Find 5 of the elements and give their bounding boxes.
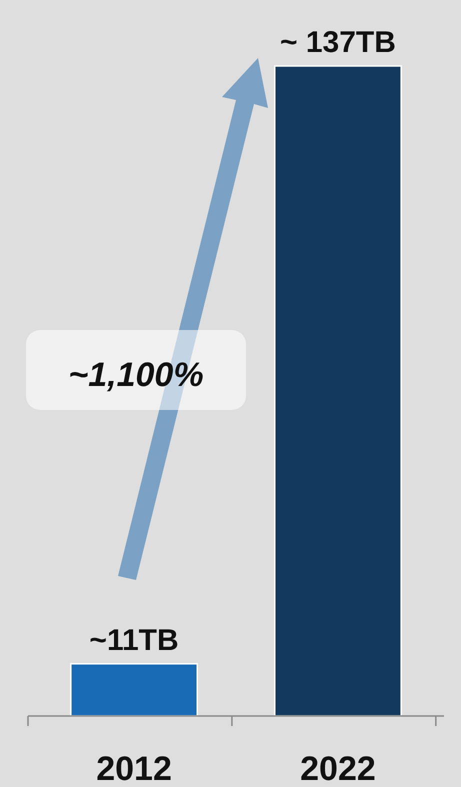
annotation: ~1,100% [68,356,204,394]
x-tick-label: 2012 [96,750,172,787]
data-label: ~ 137TB [280,26,396,59]
x-tick-label: 2022 [300,750,376,787]
data-label: ~11TB [89,624,179,657]
